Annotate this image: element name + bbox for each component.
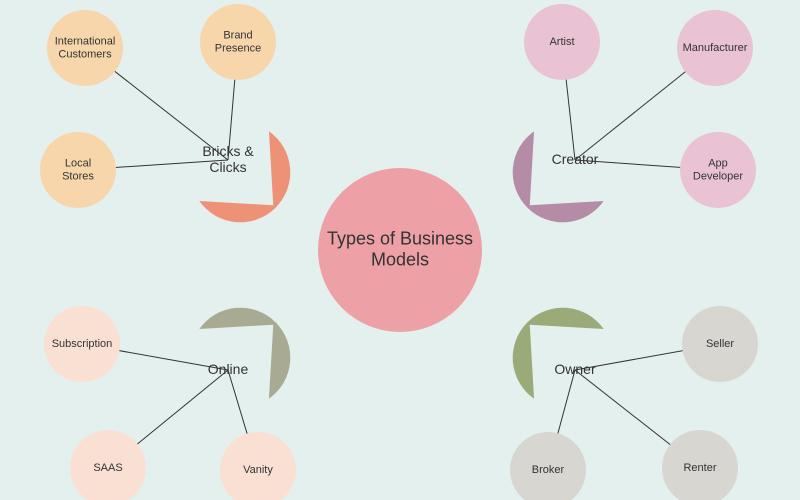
leaf-label: Subscription (52, 338, 113, 350)
center-node: Types of BusinessModels (318, 168, 482, 332)
leaf-label: InternationalCustomers (55, 36, 116, 61)
leaf-node-artist: Artist (524, 4, 600, 80)
leaf-node-brand-presence: BrandPresence (200, 4, 276, 80)
leaf-node-local-stores: LocalStores (40, 132, 116, 208)
leaf-label: Broker (532, 464, 565, 476)
leaf-label: SAAS (93, 462, 122, 474)
leaf-node-seller: Seller (682, 306, 758, 382)
leaf-node-manufacturer: Manufacturer (677, 10, 753, 86)
hub-label: Online (208, 361, 249, 377)
hub-label: Creator (552, 151, 599, 167)
leaf-label: Artist (549, 36, 574, 48)
leaf-label: Renter (683, 462, 716, 474)
leaf-label: Seller (706, 338, 734, 350)
leaf-label: LocalStores (62, 158, 94, 183)
mindmap-canvas: InternationalCustomers BrandPresence Local… (0, 0, 800, 500)
hub-label: Owner (554, 361, 596, 377)
leaf-node-intl-customers: InternationalCustomers (47, 10, 123, 86)
leaf-node-app-developer: AppDeveloper (680, 132, 756, 208)
hub-label: Bricks &Clicks (202, 143, 254, 175)
leaf-node-subscription: Subscription (44, 306, 120, 382)
leaf-label: Vanity (243, 464, 273, 476)
leaf-label: Manufacturer (683, 42, 748, 54)
